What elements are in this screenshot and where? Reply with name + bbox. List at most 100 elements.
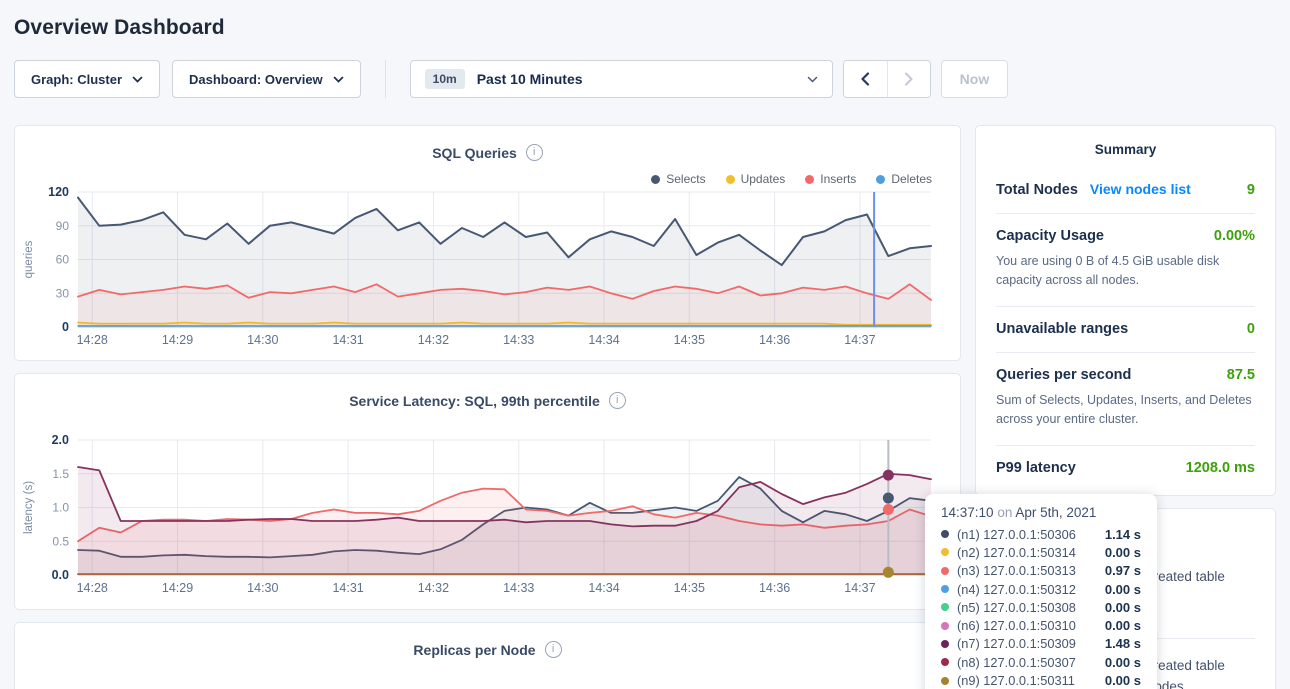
svg-text:queries: queries <box>23 240 35 278</box>
tooltip-node-value: 0.00 s <box>1105 655 1141 670</box>
svg-text:120: 120 <box>48 185 69 199</box>
svg-text:2.0: 2.0 <box>52 433 69 447</box>
tooltip-series-dot-icon <box>941 548 949 556</box>
tooltip-node-label: (n3) 127.0.0.1:50313 <box>957 563 1097 578</box>
tooltip-series-dot-icon <box>941 585 949 593</box>
tooltip-node-value: 0.00 s <box>1105 582 1141 597</box>
svg-text:30: 30 <box>56 286 70 300</box>
svg-text:0: 0 <box>62 320 69 334</box>
tooltip-node-label: (n1) 127.0.0.1:50306 <box>957 527 1097 542</box>
graph-dropdown[interactable]: Graph: Cluster <box>14 60 160 98</box>
svg-text:14:32: 14:32 <box>418 581 449 595</box>
service-latency-chart[interactable]: latency (s)0.00.51.01.52.014:2814:2914:3… <box>15 429 960 607</box>
summary-row-label: Capacity Usage <box>996 228 1104 244</box>
tooltip-series-dot-icon <box>941 530 949 538</box>
tooltip-node-label: (n4) 127.0.0.1:50312 <box>957 582 1097 597</box>
tooltip-row: (n5) 127.0.0.1:50308 0.00 s <box>941 598 1141 616</box>
summary-row-head: Queries per second 87.5 <box>996 367 1255 383</box>
svg-text:14:28: 14:28 <box>77 333 108 347</box>
view-nodes-link[interactable]: View nodes list <box>1090 181 1191 197</box>
tooltip-node-label: (n7) 127.0.0.1:50309 <box>957 636 1097 651</box>
tooltip-node-value: 0.00 s <box>1105 673 1141 688</box>
tooltip-node-label: (n6) 127.0.0.1:50310 <box>957 618 1097 633</box>
chevron-left-icon <box>860 72 870 86</box>
replicas-chart-title: Replicas per Node <box>413 642 535 658</box>
tooltip-node-value: 0.00 s <box>1105 545 1141 560</box>
info-icon[interactable]: i <box>526 144 543 161</box>
tooltip-series-dot-icon <box>941 567 949 575</box>
svg-text:14:31: 14:31 <box>332 333 363 347</box>
tooltip-node-label: (n9) 127.0.0.1:50311 <box>957 673 1097 688</box>
svg-text:14:35: 14:35 <box>674 581 705 595</box>
time-range-dropdown[interactable]: 10m Past 10 Minutes <box>410 60 833 98</box>
tooltip-node-value: 0.00 s <box>1105 600 1141 615</box>
tooltip-node-value: 0.97 s <box>1105 563 1141 578</box>
tooltip-node-label: (n2) 127.0.0.1:50314 <box>957 545 1097 560</box>
summary-row-label: Queries per second <box>996 367 1131 383</box>
tooltip-row: (n2) 127.0.0.1:50314 0.00 s <box>941 543 1141 561</box>
summary-row-head: P99 latency1208.0 ms <box>996 460 1255 476</box>
tooltip-node-value: 0.00 s <box>1105 618 1141 633</box>
tooltip-time: 14:37:10 <box>941 505 994 520</box>
tooltip-date: Apr 5th, 2021 <box>1015 505 1096 520</box>
tooltip-series-dot-icon <box>941 622 949 630</box>
tooltip-row: (n1) 127.0.0.1:503061.14 s <box>941 525 1141 543</box>
now-button[interactable]: Now <box>941 60 1009 98</box>
tooltip-row: (n6) 127.0.0.1:50310 0.00 s <box>941 616 1141 634</box>
tooltip-on-word: on <box>997 505 1012 520</box>
tooltip-series-dot-icon <box>941 658 949 666</box>
svg-text:14:37: 14:37 <box>844 581 875 595</box>
chart-tooltip: 14:37:10 on Apr 5th, 2021 (n1) 127.0.0.1… <box>925 494 1157 689</box>
svg-text:14:29: 14:29 <box>162 333 193 347</box>
tooltip-row: (n8) 127.0.0.1:50307 0.00 s <box>941 653 1141 671</box>
time-range-label: Past 10 Minutes <box>477 71 583 87</box>
summary-row: Total NodesView nodes list9 <box>996 167 1255 213</box>
summary-row-value: 0 <box>1247 321 1255 337</box>
tooltip-node-value: 1.48 s <box>1105 636 1141 651</box>
svg-text:0.5: 0.5 <box>52 534 69 548</box>
tooltip-series-dot-icon <box>941 640 949 648</box>
tooltip-row: (n3) 127.0.0.1:50313 0.97 s <box>941 562 1141 580</box>
service-latency-chart-title: Service Latency: SQL, 99th percentile <box>349 393 600 409</box>
tooltip-node-label: (n8) 127.0.0.1:50307 <box>957 655 1097 670</box>
controls-divider <box>385 60 386 98</box>
summary-panel-title: Summary <box>996 142 1255 167</box>
summary-row: Unavailable ranges 0 <box>996 306 1255 352</box>
time-step-buttons <box>843 60 931 98</box>
svg-text:14:31: 14:31 <box>332 581 363 595</box>
time-next-button[interactable] <box>887 61 930 97</box>
svg-text:14:32: 14:32 <box>418 333 449 347</box>
time-range-badge: 10m <box>425 69 465 89</box>
svg-text:14:34: 14:34 <box>588 581 619 595</box>
summary-row-label: Unavailable ranges <box>996 321 1128 337</box>
chevron-down-icon <box>333 76 344 83</box>
summary-row-label: Total Nodes <box>996 182 1078 198</box>
chevron-down-icon <box>807 76 818 83</box>
sql-queries-chart-card: SQL Queries i SelectsUpdatesInsertsDelet… <box>14 125 961 361</box>
svg-text:14:35: 14:35 <box>674 333 705 347</box>
dashboard-dropdown-label: Dashboard: Overview <box>189 72 323 87</box>
time-prev-button[interactable] <box>844 61 887 97</box>
svg-text:90: 90 <box>56 219 70 233</box>
tooltip-row: (n7) 127.0.0.1:50309 1.48 s <box>941 635 1141 653</box>
svg-text:0.0: 0.0 <box>52 568 69 582</box>
dashboard-dropdown[interactable]: Dashboard: Overview <box>172 60 361 98</box>
page-title: Overview Dashboard <box>14 16 1276 40</box>
info-icon[interactable]: i <box>545 641 562 658</box>
info-icon[interactable]: i <box>609 392 626 409</box>
sql-queries-chart[interactable]: queries030609012014:2814:2914:3014:3114:… <box>15 181 960 359</box>
svg-text:14:36: 14:36 <box>759 333 790 347</box>
tooltip-row: (n9) 127.0.0.1:50311 0.00 s <box>941 671 1141 689</box>
summary-row-value: 0.00% <box>1214 228 1255 244</box>
tooltip-series-dot-icon <box>941 677 949 685</box>
overview-dashboard-page: Overview Dashboard Graph: Cluster Dashbo… <box>0 16 1290 689</box>
svg-text:14:29: 14:29 <box>162 581 193 595</box>
summary-row-description: Sum of Selects, Updates, Inserts, and De… <box>996 391 1255 430</box>
svg-text:14:30: 14:30 <box>247 581 278 595</box>
svg-text:14:37: 14:37 <box>844 333 875 347</box>
tooltip-node-label: (n5) 127.0.0.1:50308 <box>957 600 1097 615</box>
summary-row-value: 87.5 <box>1227 367 1255 383</box>
graph-dropdown-label: Graph: Cluster <box>31 72 122 87</box>
replicas-per-node-chart-card: Replicas per Node i <box>14 622 961 689</box>
svg-text:1.0: 1.0 <box>52 501 69 515</box>
